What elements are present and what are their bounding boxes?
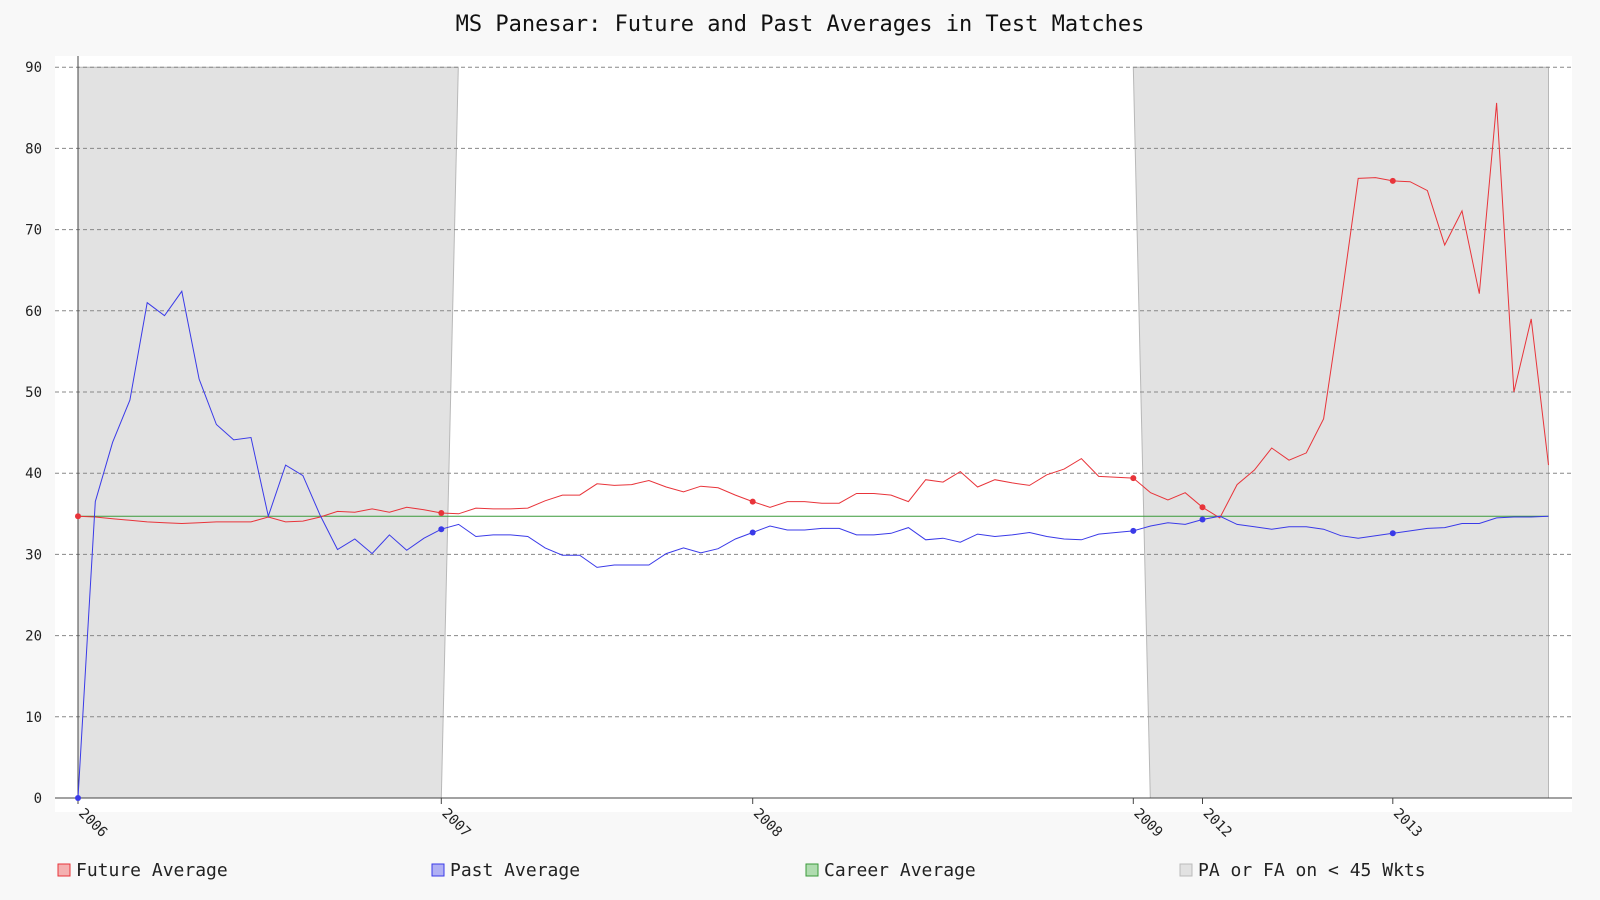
legend-swatch-future-average (57, 863, 71, 877)
series-line-future-average (77, 102, 1549, 525)
legend-label-pa-or-fa-on-45-wkts: PA or FA on < 45 Wkts (1198, 860, 1426, 881)
future-average-marker-39 (749, 498, 756, 505)
shaded-region-1 (77, 66, 459, 799)
future-average-marker-21 (438, 509, 445, 516)
legend-label-future-average: Future Average (76, 860, 228, 881)
chart-title: MS Panesar: Future and Past Averages in … (455, 12, 1145, 37)
series-line-past-average (77, 290, 1549, 799)
past-average-marker-39 (749, 529, 756, 536)
legend-item-career-average: Career Average (805, 860, 976, 881)
past-average-marker-0 (75, 795, 81, 801)
y-tick-label-90: 90 (25, 60, 42, 76)
y-tick-label-0: 0 (34, 791, 42, 807)
y-tick-label-80: 80 (25, 141, 42, 157)
legend-label-past-average: Past Average (450, 860, 580, 881)
y-tick-label-30: 30 (25, 547, 42, 563)
legend-swatch-career-average (805, 863, 819, 877)
legend-item-pa-or-fa-on-45-wkts: PA or FA on < 45 Wkts (1179, 860, 1426, 881)
y-tick-label-50: 50 (25, 385, 42, 401)
legend-swatch-pa-or-fa-on-45-wkts (1179, 863, 1193, 877)
past-average-marker-21 (438, 526, 445, 533)
legend-swatch-past-average (431, 863, 445, 877)
legend-item-future-average: Future Average (57, 860, 228, 881)
y-tick-label-20: 20 (25, 629, 42, 645)
y-tick-label-70: 70 (25, 223, 42, 239)
legend-item-past-average: Past Average (431, 860, 580, 881)
y-tick-label-60: 60 (25, 304, 42, 320)
shaded-region-2 (1132, 66, 1549, 799)
past-average-marker-61 (1130, 527, 1137, 534)
past-average-marker-76 (1389, 530, 1396, 537)
past-average-marker-65 (1199, 516, 1206, 523)
future-average-marker-0 (75, 513, 81, 520)
future-average-marker-61 (1130, 475, 1137, 482)
y-tick-label-10: 10 (25, 710, 42, 726)
future-average-marker-65 (1199, 504, 1206, 511)
legend-label-career-average: Career Average (824, 860, 976, 881)
y-tick-label-40: 40 (25, 466, 42, 482)
future-average-marker-76 (1389, 177, 1396, 184)
